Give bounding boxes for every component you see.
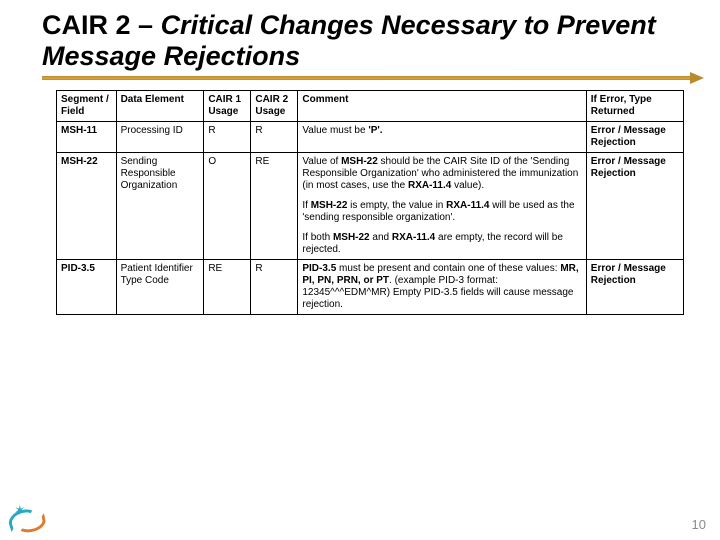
col-cair1-usage: CAIR 1 Usage: [204, 91, 251, 122]
cell-error: Error / Message Rejection: [586, 122, 683, 153]
col-data-element: Data Element: [116, 91, 204, 122]
col-cair2-usage: CAIR 2 Usage: [251, 91, 298, 122]
slide-title: CAIR 2 – Critical Changes Necessary to P…: [42, 10, 678, 72]
cell-element: Processing ID: [116, 122, 204, 153]
cell-element: Sending Responsible Organization: [116, 153, 204, 260]
cell-comment: Value of MSH-22 should be the CAIR Site …: [298, 153, 586, 260]
cell-comment: PID-3.5 must be present and contain one …: [298, 260, 586, 315]
cell-cair1: O: [204, 153, 251, 260]
cell-cair2: RE: [251, 153, 298, 260]
divider-arrowhead: [690, 72, 704, 84]
changes-table: Segment / Field Data Element CAIR 1 Usag…: [56, 90, 684, 315]
footer-logo: ✶: [8, 500, 56, 534]
table-header-row: Segment / Field Data Element CAIR 1 Usag…: [57, 91, 684, 122]
divider-line: [42, 76, 692, 80]
table-row: MSH-11 Processing ID R R Value must be '…: [57, 122, 684, 153]
cell-segment: MSH-11: [57, 122, 117, 153]
cell-cair2: R: [251, 260, 298, 315]
table-row: PID-3.5 Patient Identifier Type Code RE …: [57, 260, 684, 315]
page-number: 10: [692, 517, 706, 532]
table-row: MSH-22 Sending Responsible Organization …: [57, 153, 684, 260]
cell-comment: Value must be 'P'.: [298, 122, 586, 153]
title-prefix: CAIR 2: [42, 10, 138, 40]
table-body: MSH-11 Processing ID R R Value must be '…: [57, 122, 684, 315]
table-container: Segment / Field Data Element CAIR 1 Usag…: [0, 84, 720, 315]
cell-segment: MSH-22: [57, 153, 117, 260]
cell-element: Patient Identifier Type Code: [116, 260, 204, 315]
cell-error: Error / Message Rejection: [586, 153, 683, 260]
title-dash: –: [138, 10, 161, 40]
cell-cair1: R: [204, 122, 251, 153]
cell-error: Error / Message Rejection: [586, 260, 683, 315]
cell-cair2: R: [251, 122, 298, 153]
divider-arrow: [42, 74, 720, 84]
col-segment-field: Segment / Field: [57, 91, 117, 122]
cell-cair1: RE: [204, 260, 251, 315]
col-comment: Comment: [298, 91, 586, 122]
col-error-type: If Error, Type Returned: [586, 91, 683, 122]
cell-segment: PID-3.5: [57, 260, 117, 315]
slide-title-wrap: CAIR 2 – Critical Changes Necessary to P…: [0, 0, 720, 72]
